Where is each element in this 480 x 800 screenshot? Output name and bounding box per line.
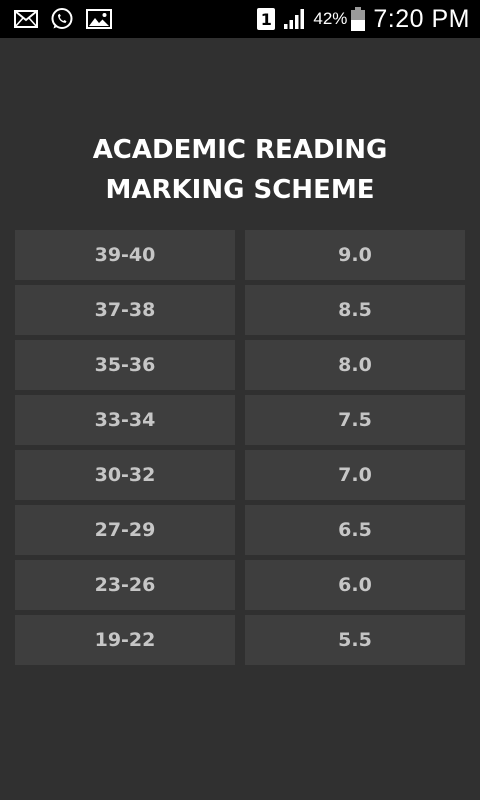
- table-row: 30-32 7.0: [15, 450, 465, 500]
- page-title-line-1: ACADEMIC READING: [92, 135, 388, 165]
- page-title: ACADEMIC READING MARKING SCHEME: [0, 130, 480, 210]
- score-range-cell: 33-34: [15, 395, 235, 445]
- table-row: 37-38 8.5: [15, 285, 465, 335]
- sim-slot-icon: 1: [257, 8, 276, 30]
- band-score-cell: 6.5: [245, 505, 465, 555]
- band-score-cell: 8.0: [245, 340, 465, 390]
- band-score-cell: 9.0: [245, 230, 465, 280]
- score-range-cell: 39-40: [15, 230, 235, 280]
- score-range-cell: 37-38: [15, 285, 235, 335]
- score-range-cell: 30-32: [15, 450, 235, 500]
- score-range-cell: 35-36: [15, 340, 235, 390]
- signal-strength-icon: [283, 8, 307, 30]
- mail-icon: [14, 10, 38, 28]
- table-row: 23-26 6.0: [15, 560, 465, 610]
- image-icon: [86, 9, 112, 29]
- table-row: 19-22 5.5: [15, 615, 465, 665]
- system-indicators: 1 42% 7:20 PM: [257, 5, 480, 34]
- band-score-cell: 5.5: [245, 615, 465, 665]
- score-range-cell: 27-29: [15, 505, 235, 555]
- band-score-cell: 7.0: [245, 450, 465, 500]
- battery-icon: [351, 7, 366, 31]
- table-row: 35-36 8.0: [15, 340, 465, 390]
- clock: 7:20 PM: [373, 4, 470, 33]
- table-row: 33-34 7.5: [15, 395, 465, 445]
- page-title-line-2: MARKING SCHEME: [105, 175, 375, 205]
- table-row: 39-40 9.0: [15, 230, 465, 280]
- battery-percentage: 42%: [313, 9, 348, 28]
- band-score-cell: 6.0: [245, 560, 465, 610]
- notification-icons: [0, 7, 112, 31]
- table-row: 27-29 6.5: [15, 505, 465, 555]
- score-range-cell: 23-26: [15, 560, 235, 610]
- band-score-cell: 8.5: [245, 285, 465, 335]
- whatsapp-icon: [50, 7, 74, 31]
- status-bar: 1 42% 7:20 PM: [0, 0, 480, 38]
- score-range-cell: 19-22: [15, 615, 235, 665]
- band-score-cell: 7.5: [245, 395, 465, 445]
- marking-scheme-table: 39-40 9.0 37-38 8.5 35-36 8.0 33-34 7.5 …: [15, 230, 465, 670]
